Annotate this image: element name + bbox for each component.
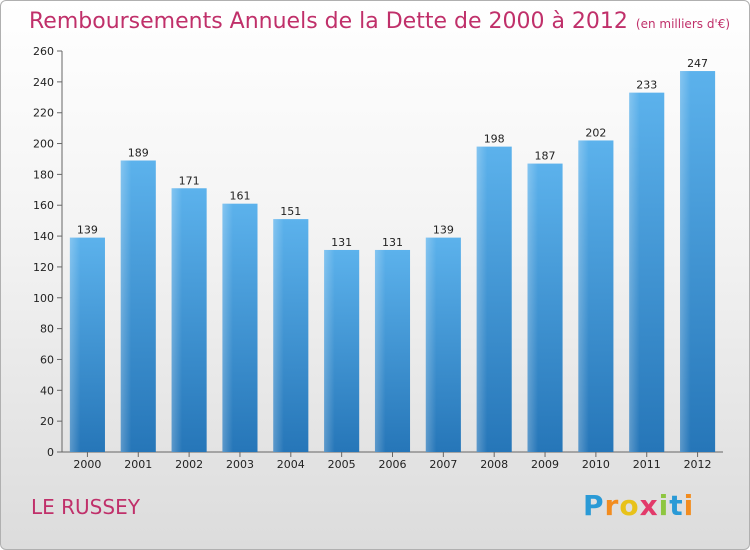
logo-letter: i (658, 489, 670, 522)
bar-highlight (578, 140, 614, 452)
bar-highlight (222, 203, 258, 452)
bar-highlight (629, 92, 665, 453)
x-tick-label: 2004 (277, 458, 305, 471)
y-tick-label: 60 (40, 353, 54, 366)
value-label: 189 (128, 147, 149, 160)
value-label: 233 (636, 79, 657, 92)
y-tick-label: 180 (33, 168, 54, 181)
x-tick-label: 2002 (175, 458, 203, 471)
value-label: 139 (77, 224, 98, 237)
bar-highlight (680, 71, 716, 453)
x-tick-label: 2007 (429, 458, 457, 471)
y-tick-label: 140 (33, 230, 54, 243)
logo-letter: t (669, 489, 684, 522)
commune-name: LE RUSSEY (31, 495, 140, 519)
value-label: 187 (535, 150, 556, 163)
x-tick-label: 2009 (531, 458, 559, 471)
logo-letter: P (583, 489, 605, 522)
logo-letter: x (639, 489, 659, 522)
bar-highlight (476, 146, 512, 452)
x-tick-label: 2001 (124, 458, 152, 471)
y-tick-label: 80 (40, 323, 54, 336)
value-label: 161 (229, 190, 250, 203)
bar-highlight (324, 249, 360, 452)
bar-highlight (273, 219, 309, 452)
x-tick-label: 2012 (684, 458, 712, 471)
bar-highlight (374, 249, 411, 452)
y-tick-label: 240 (33, 76, 54, 89)
x-tick-label: 2010 (582, 458, 610, 471)
y-tick-label: 120 (33, 261, 54, 274)
x-tick-label: 2008 (480, 458, 508, 471)
value-label: 131 (382, 236, 403, 249)
y-tick-label: 220 (33, 107, 54, 120)
x-tick-label: 2003 (226, 458, 254, 471)
y-tick-label: 160 (33, 199, 54, 212)
value-label: 247 (687, 57, 708, 70)
y-tick-label: 40 (40, 384, 54, 397)
logo-letter: o (619, 489, 640, 522)
y-tick-label: 20 (40, 415, 54, 428)
value-labels: 139 189 171 161 151 131 131 139 198 187 202 233 247 (77, 57, 708, 249)
x-tick-label: 2005 (328, 458, 356, 471)
x-tick-label: 2011 (633, 458, 661, 471)
value-label: 171 (179, 174, 200, 187)
x-tick-label: 2006 (379, 458, 407, 471)
value-label: 198 (484, 133, 505, 146)
bar-highlight (120, 160, 156, 452)
y-tick-label: 200 (33, 138, 54, 151)
bar-highlight (425, 237, 461, 452)
chart-subtitle: (en milliers d'€) (635, 17, 731, 31)
y-tick-label: 260 (33, 45, 54, 58)
x-tick-label: 2000 (73, 458, 101, 471)
chart-title: Remboursements Annuels de la Dette de 20… (29, 9, 731, 34)
axes: 0 20 40 60 80 100 120 140 160 180 200 220 240 260 2000… (33, 45, 723, 471)
bars (69, 71, 716, 453)
logo-letter: i (683, 489, 695, 522)
value-label: 139 (433, 224, 454, 237)
value-label: 131 (331, 236, 352, 249)
bar-highlight (69, 237, 105, 452)
value-label: 151 (280, 205, 301, 218)
logo-letter: r (604, 489, 620, 522)
y-tick-label: 100 (33, 292, 54, 305)
proxiti-logo: Proxiti (583, 489, 694, 522)
bar-highlight (527, 163, 563, 453)
value-label: 202 (585, 126, 606, 139)
y-tick-label: 0 (47, 446, 54, 459)
bar-highlight (171, 188, 207, 452)
